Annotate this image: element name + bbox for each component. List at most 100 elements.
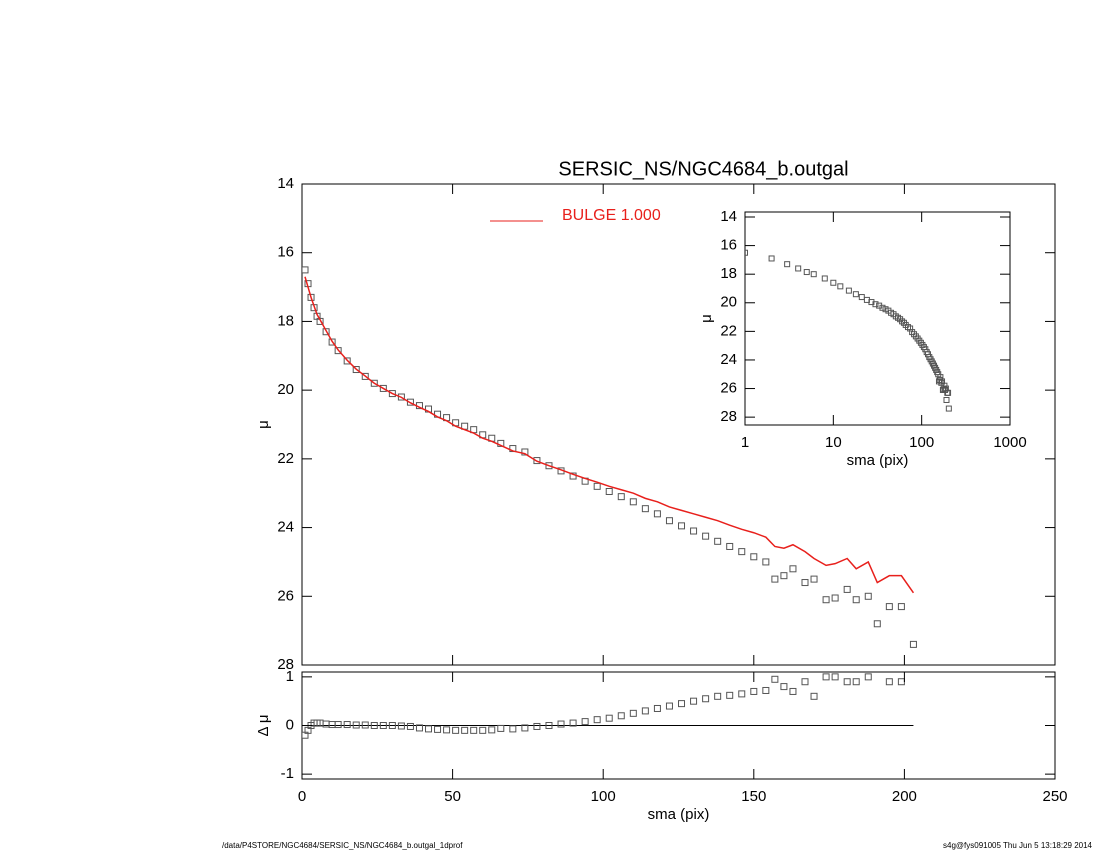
- data-point: [830, 279, 837, 286]
- x-tick-label: 1000: [993, 434, 1026, 451]
- data-point: [545, 722, 553, 729]
- y-tick-label: 22: [277, 450, 294, 467]
- chart-title: SERSIC_NS/NGC4684_b.outgal: [558, 158, 848, 180]
- data-point: [352, 366, 360, 374]
- data-point: [784, 261, 791, 268]
- data-point: [801, 678, 809, 686]
- footer-left: /data/P4STORE/NGC4684/SERSIC_NS/NGC4684_…: [222, 841, 463, 850]
- y-axis-label: Δ μ: [255, 714, 272, 736]
- data-point: [678, 700, 686, 708]
- data-point: [425, 725, 433, 733]
- data-point: [702, 695, 710, 703]
- data-point: [479, 726, 487, 734]
- x-tick-label: 150: [741, 788, 766, 805]
- data-point: [801, 579, 809, 587]
- y-tick-label: 16: [720, 237, 737, 254]
- data-point: [653, 704, 661, 712]
- data-point: [488, 726, 496, 734]
- data-point: [831, 673, 839, 681]
- data-point: [738, 690, 746, 698]
- plot-area: [302, 266, 917, 648]
- data-point: [750, 687, 758, 695]
- data-point: [443, 726, 451, 734]
- data-point: [771, 675, 779, 683]
- y-axis-label: μ: [255, 420, 272, 429]
- data-point: [452, 726, 460, 734]
- data-point: [845, 287, 852, 294]
- y-tick-label: 28: [720, 408, 737, 425]
- data-point: [897, 603, 905, 611]
- data-point: [343, 357, 351, 365]
- plot-frame: [744, 211, 1011, 426]
- data-point: [379, 384, 387, 392]
- data-point: [397, 393, 405, 401]
- x-tick-label: 100: [591, 788, 616, 805]
- data-point: [629, 498, 637, 506]
- data-point: [864, 673, 872, 681]
- data-point: [768, 255, 775, 262]
- data-point: [557, 720, 565, 728]
- data-point: [771, 575, 779, 583]
- data-point: [795, 265, 802, 272]
- data-point: [762, 686, 770, 694]
- data-point: [641, 707, 649, 715]
- data-point: [822, 596, 830, 604]
- data-point: [370, 379, 378, 387]
- data-point: [521, 448, 529, 456]
- data-point: [678, 522, 686, 530]
- data-point: [726, 691, 734, 699]
- data-point: [789, 565, 797, 573]
- footer-right: s4g@fys091005 Thu Jun 5 13:18:29 2014: [943, 841, 1093, 850]
- data-point: [843, 678, 851, 686]
- x-tick-label: 1: [741, 434, 749, 451]
- data-point: [872, 301, 879, 308]
- data-point: [533, 457, 541, 465]
- y-tick-label: 20: [277, 381, 294, 398]
- data-point: [810, 692, 818, 700]
- data-point: [885, 678, 893, 686]
- data-point: [593, 716, 601, 724]
- data-point: [581, 718, 589, 726]
- plot-area: [745, 249, 952, 412]
- data-point: [852, 678, 860, 686]
- y-tick-label: 14: [720, 208, 737, 225]
- y-tick-label: 22: [720, 322, 737, 339]
- data-point: [780, 572, 788, 580]
- data-point: [629, 709, 637, 717]
- y-tick-label: 26: [277, 587, 294, 604]
- data-point: [837, 283, 844, 290]
- data-point: [885, 603, 893, 611]
- x-tick-label: 200: [892, 788, 917, 805]
- data-point: [605, 487, 613, 495]
- data-point: [569, 719, 577, 727]
- data-point: [388, 390, 396, 398]
- data-point: [593, 482, 601, 490]
- data-point: [617, 712, 625, 720]
- data-point: [617, 493, 625, 501]
- data-point: [302, 266, 309, 274]
- data-point: [937, 374, 944, 381]
- data-point: [762, 558, 770, 566]
- data-point: [415, 724, 423, 732]
- data-point: [397, 722, 405, 730]
- y-tick-label: 18: [277, 312, 294, 329]
- data-point: [690, 527, 698, 535]
- y-tick-label: -1: [281, 765, 294, 782]
- plot-area: [302, 673, 914, 739]
- data-point: [307, 293, 315, 301]
- data-point: [470, 726, 478, 734]
- y-axis-label: μ: [698, 314, 715, 323]
- data-point: [690, 697, 698, 705]
- y-tick-label: 16: [277, 244, 294, 261]
- y-tick-label: 14: [277, 175, 294, 192]
- data-point: [750, 553, 758, 561]
- data-point: [803, 269, 810, 276]
- data-point: [361, 372, 369, 380]
- data-point: [702, 532, 710, 540]
- y-tick-label: 0: [286, 716, 294, 733]
- y-tick-label: 24: [720, 351, 737, 368]
- data-point: [322, 328, 330, 336]
- data-point: [822, 673, 830, 681]
- data-point: [909, 640, 917, 648]
